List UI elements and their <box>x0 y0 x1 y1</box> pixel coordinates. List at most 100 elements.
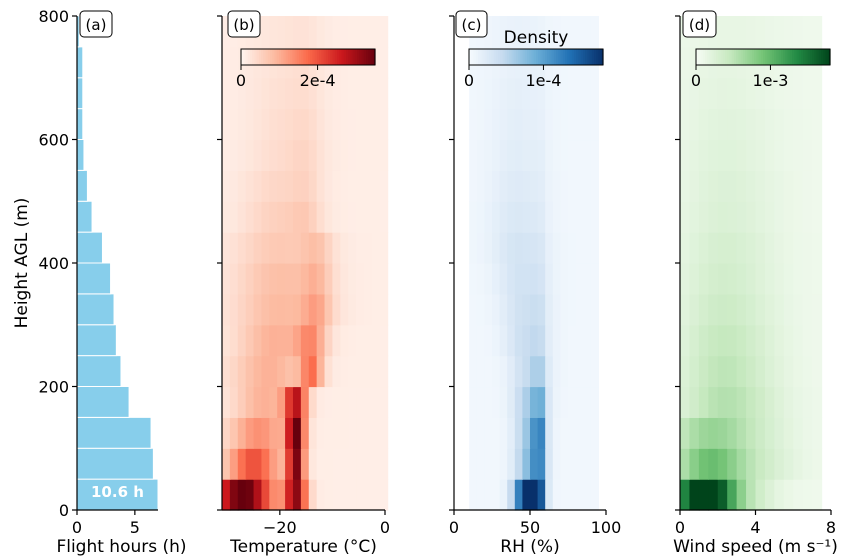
colorbar-segment <box>536 49 539 65</box>
heatmap-cell <box>308 355 318 388</box>
heatmap-cell <box>371 324 381 357</box>
heatmap-cell <box>736 108 747 141</box>
heatmap-cell <box>308 479 318 511</box>
x-tick-label: 8 <box>826 518 836 537</box>
heatmap-cell <box>340 108 349 141</box>
heatmap-cell <box>492 139 501 171</box>
heatmap-cell <box>237 417 247 449</box>
colorbar-segment <box>749 49 753 65</box>
heatmap-cell <box>229 355 239 388</box>
colorbar-segment <box>486 49 490 65</box>
colorbar-segment <box>711 49 715 65</box>
colorbar-segment <box>756 49 760 65</box>
heatmap-cell <box>575 201 584 233</box>
heatmap-cell <box>363 324 373 357</box>
heatmap-cell <box>277 77 286 110</box>
heatmap-cell <box>348 263 357 295</box>
heatmap-cell <box>363 77 373 110</box>
heatmap-cell <box>680 355 691 388</box>
colorbar-tick-label: 1e-3 <box>752 71 788 90</box>
heatmap-cell <box>261 355 270 388</box>
heatmap-cell <box>348 139 357 171</box>
heatmap-cell <box>476 417 485 449</box>
heatmap-cell <box>269 324 278 357</box>
heatmap-cell <box>783 139 794 171</box>
heatmap-cell <box>363 417 373 449</box>
heatmap-cell <box>499 324 508 357</box>
colorbar-segment <box>350 49 354 65</box>
heatmap-cell <box>590 263 599 295</box>
heatmap-cell <box>277 232 286 264</box>
heatmap-cell <box>316 324 326 357</box>
colorbar-segment <box>716 49 719 65</box>
heatmap-cell <box>277 139 286 171</box>
colorbar-segment <box>270 49 273 65</box>
heatmap-cell <box>568 108 577 141</box>
heatmap-cell <box>269 170 278 202</box>
heatmap-cell <box>680 170 691 202</box>
colorbar-segment <box>709 49 713 65</box>
heatmap-cell <box>332 355 341 388</box>
colorbar-segment <box>700 49 704 65</box>
colorbar-segment <box>542 49 546 65</box>
heatmap-cell <box>292 479 302 511</box>
heatmap-cell <box>245 479 255 511</box>
heatmap-cell <box>522 139 531 171</box>
heatmap-cell <box>764 293 775 326</box>
heatmap-cell <box>698 170 709 202</box>
heatmap-cell <box>469 479 478 511</box>
heatmap-cell <box>229 201 239 233</box>
heatmap-cell <box>356 232 365 264</box>
heatmap-cell <box>746 324 757 357</box>
colorbar-segment <box>740 49 744 65</box>
colorbar-segment <box>359 49 363 65</box>
heatmap-cell <box>717 293 728 326</box>
colorbar-segment <box>745 49 748 65</box>
colorbar-segment <box>522 49 526 65</box>
colorbar-segment <box>821 49 824 65</box>
heatmap-cell <box>575 417 584 449</box>
heatmap-cell <box>356 16 365 48</box>
x-tick-label: 0 <box>675 518 685 537</box>
heatmap-cell <box>698 201 709 233</box>
heatmap-cell <box>537 355 546 388</box>
heatmap-cell <box>560 232 569 264</box>
heatmap-cell <box>484 201 493 233</box>
colorbar-segment <box>560 49 564 65</box>
heatmap-cell <box>476 324 485 357</box>
heatmap-cell <box>484 386 493 418</box>
heatmap-cell <box>522 201 531 233</box>
heatmap-cell <box>292 108 302 141</box>
colorbar-segment <box>325 49 329 65</box>
colorbar-segment <box>354 49 358 65</box>
heatmap-cell <box>332 16 341 48</box>
heatmap-cell <box>356 170 365 202</box>
heatmap-cell <box>245 448 255 480</box>
heatmap-cell <box>590 324 599 357</box>
heatmap-cell <box>348 386 357 418</box>
heatmap-cell <box>261 139 270 171</box>
heatmap-cell <box>746 263 757 295</box>
heatmap-cell <box>802 355 813 388</box>
heatmap-cell <box>356 263 365 295</box>
colorbar-segment <box>372 49 376 65</box>
heatmap-cell <box>560 170 569 202</box>
heatmap-cell <box>308 201 318 233</box>
colorbar-segment <box>589 49 593 65</box>
colorbar-segment <box>769 49 773 65</box>
heatmap-cell <box>222 479 231 511</box>
heatmap-cell <box>245 386 255 418</box>
heatmap-cell <box>253 263 263 295</box>
heatmap-cell <box>583 293 592 326</box>
colorbar-segment <box>569 49 573 65</box>
heatmap-cell <box>708 324 719 357</box>
heatmap-cell <box>269 479 278 511</box>
heatmap-cell <box>560 386 569 418</box>
heatmap-cell <box>552 293 561 326</box>
heatmap-cell <box>371 16 381 48</box>
colorbar-segment <box>294 49 298 65</box>
heatmap-cell <box>484 293 493 326</box>
heatmap-cell <box>245 108 255 141</box>
heatmap-cell <box>285 16 294 48</box>
heatmap-cell <box>277 108 286 141</box>
